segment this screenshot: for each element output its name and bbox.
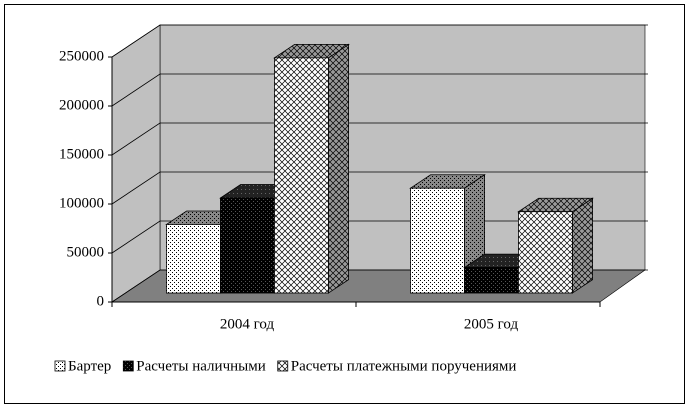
bar: [220, 197, 275, 294]
x-tick-label: 2005 год: [464, 316, 519, 332]
legend-swatch: [122, 360, 134, 372]
legend-label: Расчеты платежными поручениями: [291, 358, 517, 374]
bar: [518, 211, 573, 294]
grid-line: [111, 122, 648, 156]
bar: [464, 267, 519, 294]
y-tick-label: 150000: [59, 146, 104, 162]
y-tick-label: 50000: [67, 244, 105, 260]
legend-label: Расчеты наличными: [136, 358, 265, 374]
y-tick-label: 250000: [59, 48, 104, 64]
grid-line: [111, 24, 648, 58]
bar: [410, 187, 465, 294]
legend-label: Бартер: [68, 358, 111, 374]
side-wall: [111, 24, 161, 303]
bar-side: [328, 43, 350, 294]
y-tick-label: 200000: [59, 97, 104, 113]
bar: [274, 57, 329, 294]
grid-line: [111, 171, 648, 205]
y-tick-label: 0: [97, 293, 105, 309]
x-tick-label: 2004 год: [220, 316, 275, 332]
legend-swatch: [277, 360, 289, 372]
grid-line: [111, 73, 648, 107]
legend-swatch: [54, 360, 66, 372]
bar: [166, 224, 221, 294]
grid-line: [111, 220, 648, 254]
bar-side: [572, 197, 593, 294]
y-tick-label: 100000: [59, 195, 104, 211]
